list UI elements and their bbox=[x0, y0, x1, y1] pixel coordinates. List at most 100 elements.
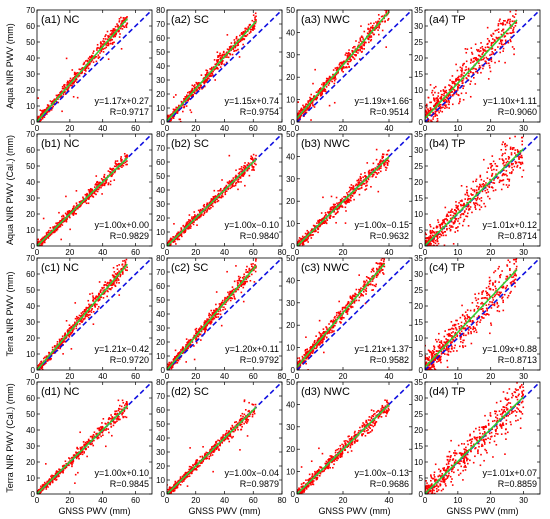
scatter-point bbox=[90, 309, 93, 311]
scatter-point bbox=[511, 148, 514, 151]
scatter-point bbox=[360, 35, 363, 38]
scatter-point bbox=[125, 258, 128, 261]
y-axis-label: Aqua NIR PWV (mm) bbox=[5, 23, 15, 109]
scatter-point bbox=[106, 284, 108, 287]
scatter-point bbox=[515, 161, 518, 164]
scatter-point bbox=[448, 103, 450, 106]
scatter-point bbox=[99, 47, 101, 50]
scatter-point bbox=[429, 107, 432, 109]
scatter-point bbox=[254, 18, 256, 20]
scatter-point bbox=[40, 360, 43, 363]
scatter-point bbox=[436, 240, 439, 243]
scatter-point bbox=[239, 176, 242, 178]
scatter-point bbox=[344, 202, 347, 204]
scatter-point bbox=[183, 230, 185, 232]
scatter-point bbox=[320, 88, 322, 91]
scatter-point bbox=[84, 67, 86, 69]
scatter-point bbox=[381, 29, 384, 32]
scatter-point bbox=[176, 111, 178, 113]
scatter-point bbox=[312, 105, 314, 107]
scatter-point bbox=[176, 237, 179, 240]
scatter-point bbox=[329, 215, 332, 217]
scatter-point bbox=[178, 118, 181, 121]
scatter-point bbox=[45, 237, 47, 240]
scatter-point bbox=[50, 100, 53, 103]
scatter-point bbox=[84, 316, 87, 318]
scatter-point bbox=[431, 120, 433, 122]
scatter-point bbox=[56, 94, 59, 97]
y-tick-label: 30 bbox=[286, 175, 295, 184]
scatter-point bbox=[323, 216, 325, 219]
scatter-point bbox=[466, 215, 469, 218]
scatter-point bbox=[519, 161, 522, 164]
scatter-point bbox=[45, 355, 48, 357]
scatter-point bbox=[476, 185, 478, 188]
scatter-point bbox=[459, 214, 462, 216]
scatter-point bbox=[179, 118, 182, 121]
scatter-point bbox=[477, 58, 479, 60]
scatter-point bbox=[61, 87, 64, 90]
scatter-point bbox=[488, 40, 491, 43]
scatter-point bbox=[65, 219, 68, 222]
scatter-point bbox=[346, 56, 349, 59]
scatter-point bbox=[471, 194, 473, 196]
correlation-text: R=0.8714 bbox=[498, 231, 537, 241]
scatter-point bbox=[237, 188, 239, 191]
scatter-point bbox=[199, 208, 202, 211]
correlation-text: R=0.9840 bbox=[240, 231, 279, 241]
scatter-point bbox=[433, 237, 435, 240]
y-axis-label: Aqua NIR PWV (Cal.) (mm) bbox=[5, 135, 15, 245]
scatter-point bbox=[432, 111, 434, 114]
scatter-point bbox=[514, 135, 516, 138]
scatter-point bbox=[204, 78, 207, 81]
scatter-point bbox=[103, 183, 106, 186]
scatter-point bbox=[206, 203, 208, 206]
scatter-point bbox=[483, 184, 485, 187]
scatter-point bbox=[302, 104, 304, 107]
scatter-point bbox=[501, 179, 504, 182]
scatter-point bbox=[172, 111, 174, 113]
scatter-point bbox=[227, 56, 230, 59]
scatter-point bbox=[70, 211, 72, 213]
scatter-point bbox=[126, 156, 129, 158]
scatter-point bbox=[71, 209, 74, 211]
scatter-point bbox=[487, 167, 490, 169]
scatter-point bbox=[429, 232, 432, 235]
scatter-point bbox=[345, 66, 348, 68]
scatter-point bbox=[86, 192, 88, 195]
x-tick-label: 0 bbox=[295, 248, 300, 257]
y-tick-label: 10 bbox=[156, 104, 165, 113]
axes-frame bbox=[296, 133, 413, 247]
scatter-point bbox=[198, 88, 201, 90]
scatter-point bbox=[328, 75, 331, 78]
scatter-point bbox=[357, 52, 359, 54]
scatter-point bbox=[502, 20, 505, 22]
scatter-point bbox=[385, 167, 388, 169]
scatter-point bbox=[72, 95, 75, 98]
scatter-point bbox=[58, 338, 61, 341]
scatter-point bbox=[197, 209, 200, 212]
scatter-point bbox=[110, 175, 113, 178]
scatter-point bbox=[310, 237, 313, 239]
fit-line bbox=[297, 11, 390, 119]
scatter-point bbox=[234, 184, 237, 187]
scatter-point bbox=[58, 211, 60, 214]
scatter-point bbox=[95, 190, 97, 192]
scatter-point bbox=[488, 64, 491, 67]
scatter-point bbox=[425, 103, 428, 106]
scatter-point bbox=[102, 48, 104, 50]
scatter-point bbox=[475, 68, 477, 71]
y-tick-label: 0 bbox=[291, 118, 296, 127]
scatter-point bbox=[62, 92, 65, 94]
scatter-point bbox=[247, 26, 250, 28]
scatter-point bbox=[462, 64, 464, 67]
scatter-point bbox=[425, 232, 426, 234]
scatter-point bbox=[83, 310, 86, 313]
scatter-point bbox=[69, 211, 71, 213]
scatter-point bbox=[509, 32, 511, 34]
scatter-point bbox=[355, 54, 357, 57]
scatter-point bbox=[351, 51, 354, 53]
scatter-point bbox=[490, 34, 492, 36]
scatter-point bbox=[504, 152, 506, 155]
scatter-point bbox=[317, 91, 319, 94]
